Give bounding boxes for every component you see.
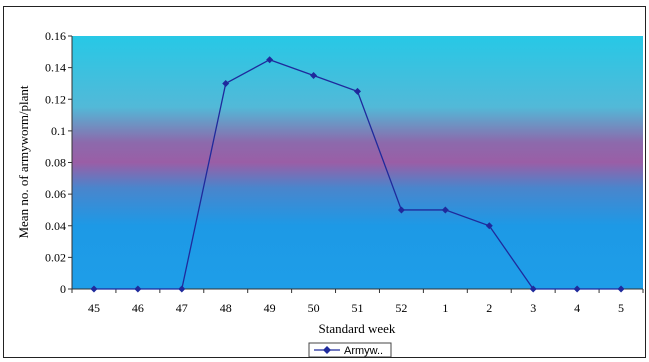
y-ticks: 0 0.02 0.04 0.06 0.08 0.1 0.12 0.14 0.16 bbox=[45, 29, 72, 296]
x-tick-label: 50 bbox=[308, 301, 320, 315]
data-point bbox=[310, 72, 318, 80]
series-points bbox=[90, 56, 625, 293]
data-point bbox=[485, 222, 493, 230]
y-tick-label: 0.08 bbox=[45, 156, 66, 170]
y-tick-label: 0 bbox=[60, 282, 66, 296]
legend-marker bbox=[323, 346, 331, 354]
x-tick-label: 1 bbox=[442, 301, 448, 315]
plot-area bbox=[72, 36, 643, 289]
data-point bbox=[222, 79, 230, 87]
x-tick-label: 47 bbox=[176, 301, 188, 315]
x-tick-label: 45 bbox=[88, 301, 100, 315]
legend-box bbox=[308, 342, 392, 357]
x-tick-label: 2 bbox=[486, 301, 492, 315]
y-tick-label: 0.16 bbox=[45, 29, 66, 43]
data-point bbox=[354, 87, 361, 95]
y-tick-label: 0.02 bbox=[45, 250, 66, 264]
data-point bbox=[178, 285, 186, 293]
y-tick-label: 0.04 bbox=[45, 219, 66, 233]
x-axis-title: Standard week bbox=[319, 321, 396, 336]
data-point bbox=[573, 285, 581, 293]
x-tick-label: 49 bbox=[264, 301, 276, 315]
x-tick-label: 5 bbox=[618, 301, 624, 315]
data-point bbox=[529, 285, 537, 293]
chart-frame: 0 0.02 0.04 0.06 0.08 0.1 0.12 0.14 0.16 45 46 47 4… bbox=[3, 6, 646, 358]
x-tick-label: 52 bbox=[395, 301, 407, 315]
data-point bbox=[441, 206, 449, 214]
y-tick-label: 0.12 bbox=[45, 92, 66, 106]
y-tick-label: 0.06 bbox=[45, 187, 66, 201]
x-tick-label: 51 bbox=[352, 301, 364, 315]
legend: Armyw.. bbox=[308, 342, 392, 357]
data-point bbox=[90, 285, 98, 293]
data-point bbox=[397, 206, 405, 214]
chart-svg: 00.020.040.060.080.10.120.140.16 45 46 47 4… bbox=[16, 29, 644, 357]
x-tick-label: 3 bbox=[530, 301, 536, 315]
data-point bbox=[134, 285, 142, 293]
x-tick-label: 46 bbox=[132, 301, 144, 315]
x-tick-label: 48 bbox=[220, 301, 232, 315]
x-ticks: 45 46 47 48 49 50 51 52 1 2 3 4 5 bbox=[71, 289, 644, 315]
y-tick-label: 0.14 bbox=[45, 61, 66, 75]
data-point bbox=[266, 56, 274, 64]
data-point bbox=[617, 285, 625, 293]
y-tick-label: 0.1 bbox=[51, 124, 66, 138]
y-axis-title: Mean no. of armyworm/plant bbox=[16, 85, 31, 238]
x-tick-label: 4 bbox=[574, 301, 580, 315]
legend-label: Armyw.. bbox=[344, 345, 383, 357]
